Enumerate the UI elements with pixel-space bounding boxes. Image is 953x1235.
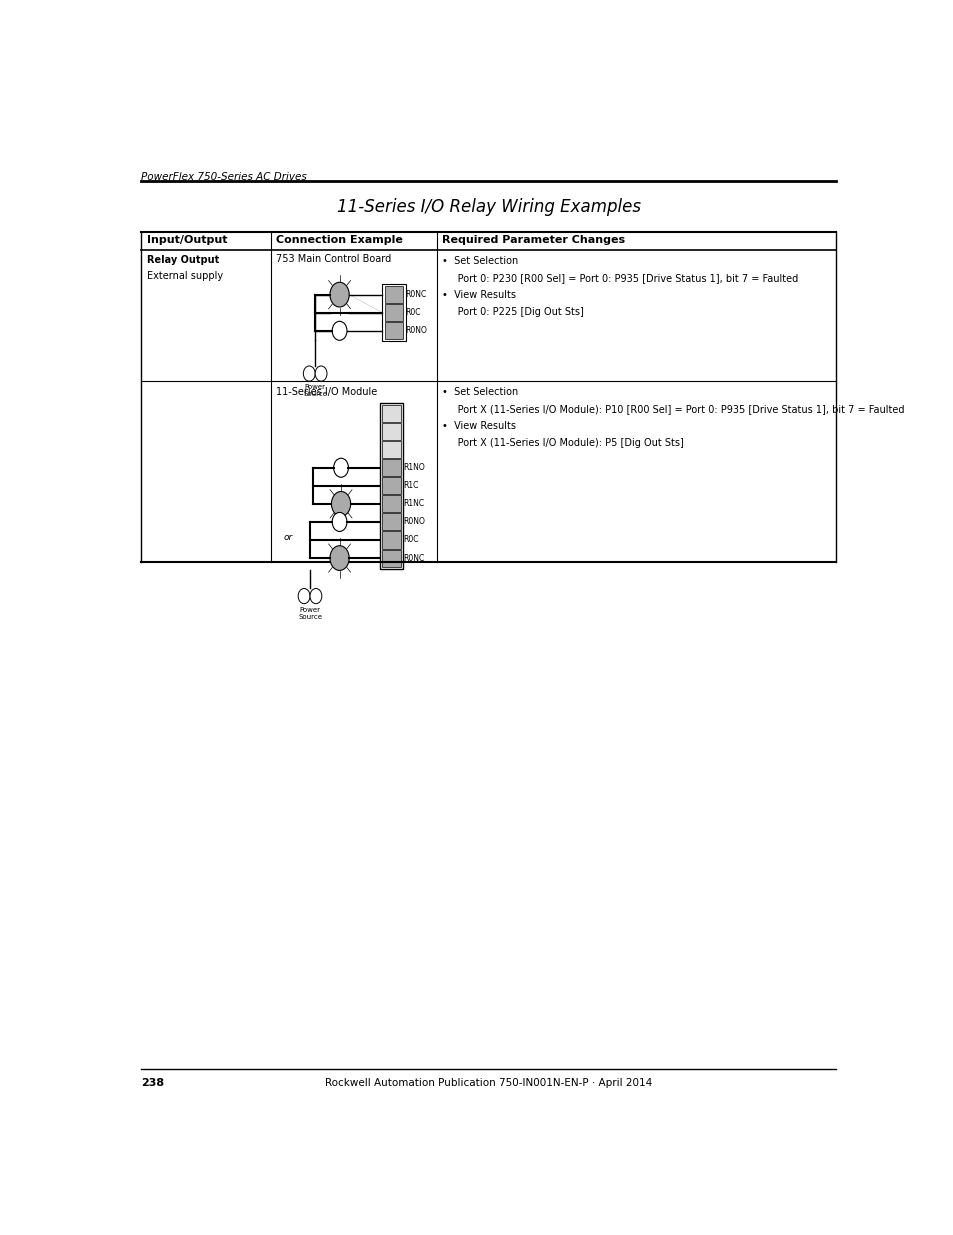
Text: R0C: R0C (403, 536, 418, 545)
Bar (382, 284, 406, 341)
Circle shape (331, 492, 351, 516)
Text: R1NO: R1NO (403, 463, 424, 472)
Bar (381, 424, 400, 440)
Text: PowerFlex 750-Series AC Drives: PowerFlex 750-Series AC Drives (141, 172, 307, 182)
Text: or: or (283, 532, 293, 542)
Bar (381, 495, 400, 513)
Bar (381, 550, 400, 567)
Circle shape (330, 546, 349, 571)
Bar (379, 403, 403, 569)
Text: Relay Output: Relay Output (147, 254, 218, 264)
Text: Power
Source: Power Source (303, 384, 327, 396)
Bar (385, 322, 403, 340)
Text: R0NC: R0NC (403, 553, 424, 563)
Text: Port X (11-Series I/O Module): P5 [Dig Out Sts]: Port X (11-Series I/O Module): P5 [Dig O… (442, 438, 683, 448)
Bar (381, 477, 400, 494)
Circle shape (298, 589, 310, 604)
Text: •  View Results: • View Results (442, 290, 516, 300)
Text: Power
Source: Power Source (297, 606, 322, 620)
Text: •  Set Selection: • Set Selection (442, 256, 518, 266)
Text: Port 0: P230 [R00 Sel] = Port 0: P935 [Drive Status 1], bit 7 = Faulted: Port 0: P230 [R00 Sel] = Port 0: P935 [D… (442, 273, 798, 283)
Circle shape (310, 589, 321, 604)
Text: Rockwell Automation Publication 750-IN001N-EN-P · April 2014: Rockwell Automation Publication 750-IN00… (325, 1078, 652, 1088)
Bar (381, 441, 400, 458)
Text: R0NO: R0NO (403, 517, 425, 526)
Text: •  Set Selection: • Set Selection (442, 387, 518, 396)
Circle shape (332, 513, 347, 531)
Circle shape (303, 366, 314, 382)
Bar (381, 405, 400, 422)
Text: 11-Series I/O Relay Wiring Examples: 11-Series I/O Relay Wiring Examples (336, 198, 640, 216)
Circle shape (332, 321, 347, 341)
Circle shape (330, 283, 349, 308)
Text: R0NO: R0NO (405, 326, 427, 335)
Bar (385, 304, 403, 321)
Bar (381, 531, 400, 548)
Text: Required Parameter Changes: Required Parameter Changes (442, 235, 625, 245)
Text: Port 0: P225 [Dig Out Sts]: Port 0: P225 [Dig Out Sts] (442, 308, 583, 317)
Text: 753 Main Control Board: 753 Main Control Board (275, 253, 391, 264)
Text: R1C: R1C (403, 482, 418, 490)
Text: R0NC: R0NC (405, 290, 426, 299)
Text: Port X (11-Series I/O Module): P10 [R00 Sel] = Port 0: P935 [Drive Status 1], bi: Port X (11-Series I/O Module): P10 [R00 … (442, 404, 903, 414)
Bar (385, 287, 403, 304)
Circle shape (314, 366, 327, 382)
Text: Connection Example: Connection Example (275, 235, 402, 245)
Text: R1NC: R1NC (403, 499, 424, 509)
Text: External supply: External supply (147, 270, 222, 280)
Bar (381, 514, 400, 531)
Text: 11-Series I/O Module: 11-Series I/O Module (275, 387, 376, 396)
Text: 238: 238 (141, 1078, 164, 1088)
Circle shape (334, 458, 348, 477)
Bar (381, 459, 400, 477)
Text: Input/Output: Input/Output (147, 235, 227, 245)
Text: R0C: R0C (405, 309, 420, 317)
Text: •  View Results: • View Results (442, 421, 516, 431)
